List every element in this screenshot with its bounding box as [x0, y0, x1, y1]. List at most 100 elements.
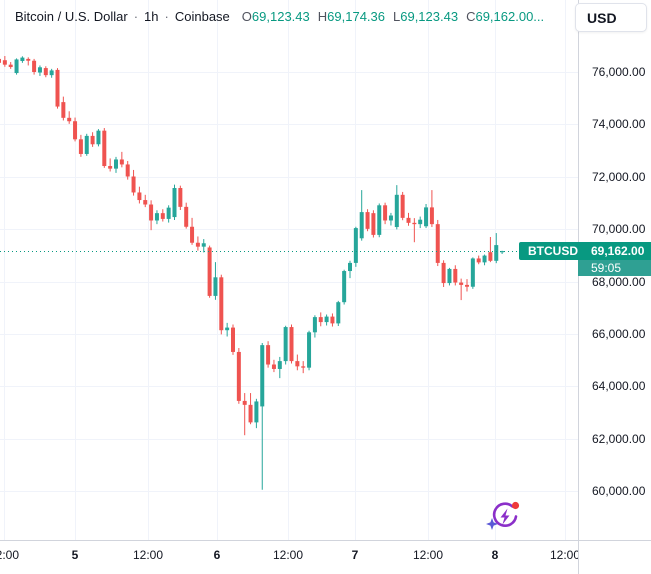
- candle: [266, 341, 271, 368]
- candle: [318, 312, 323, 327]
- candle: [289, 324, 294, 364]
- time-tick-label: 12:00: [549, 548, 578, 562]
- price-axis[interactable]: 76,000.00 74,000.00 72,000.00 70,000.00 68,0…: [578, 0, 651, 540]
- candle: [172, 184, 177, 220]
- sparkle-star-icon: [486, 518, 498, 530]
- price-tick-label: 64,000.00: [592, 379, 646, 394]
- time-tick-label: 5: [71, 548, 79, 562]
- candle: [359, 190, 364, 241]
- price-tick-label: 66,000.00: [592, 326, 646, 341]
- lightning-spark-icon[interactable]: [486, 497, 524, 535]
- candle: [470, 257, 475, 289]
- candle: [67, 111, 72, 124]
- candle: [295, 354, 300, 371]
- ohlc-value: 69,162.00...: [475, 9, 545, 24]
- currency-button[interactable]: USD: [575, 3, 647, 32]
- candle: [137, 186, 142, 204]
- candle: [271, 359, 276, 373]
- time-tick-label: 7: [351, 548, 359, 562]
- candle: [435, 219, 440, 267]
- candle: [8, 62, 13, 69]
- candle: [73, 117, 78, 142]
- candle: [49, 68, 54, 78]
- ohlc-value: 69,174.36: [327, 9, 385, 24]
- candle: [342, 269, 347, 305]
- candle: [213, 262, 218, 300]
- candle: [353, 226, 358, 267]
- candle: [131, 169, 136, 196]
- symbol-tag-label: BTCUSD: [528, 244, 578, 258]
- ohlc-label: C: [466, 9, 476, 24]
- candle: [26, 57, 31, 66]
- price-chart-pane[interactable]: [0, 0, 578, 540]
- ohlc-label: O: [241, 9, 252, 24]
- candle: [61, 96, 66, 121]
- symbol-title: Bitcoin / U.S. Dollar: [15, 9, 128, 24]
- time-tick-label: 6: [213, 548, 221, 562]
- time-tick-label: 12:00: [272, 548, 304, 562]
- symbol-price-tag: BTCUSD: [519, 242, 587, 260]
- candle: [119, 151, 124, 168]
- legend-separator: ·: [164, 9, 169, 24]
- ohlc-value: 69,123.43: [251, 9, 310, 24]
- candle: [371, 210, 376, 238]
- candle: [231, 324, 235, 355]
- candle: [219, 274, 224, 335]
- legend-separator: ·: [133, 9, 139, 24]
- time-axis-labels: 12:00 5 12:00 6 12:00 7 12:00 8 12:00: [0, 541, 578, 574]
- candle: [424, 203, 429, 229]
- spark-ring: [492, 502, 518, 527]
- candle: [383, 202, 388, 225]
- candle: [312, 315, 317, 338]
- candle: [301, 361, 306, 374]
- time-tick-label: 12:00: [0, 548, 20, 562]
- ohlc-item: L 69,123.43: [393, 8, 458, 26]
- candle: [114, 156, 118, 173]
- exchange-label: Coinbase: [174, 9, 230, 24]
- candle: [143, 194, 148, 208]
- currency-button-label: USD: [587, 9, 617, 26]
- candle: [14, 58, 19, 75]
- candle: [43, 66, 48, 78]
- candle: [447, 267, 452, 286]
- candle: [412, 218, 417, 243]
- ohlc-legend: O 69,123.43 H 69,174.36 L 69,123.43 C 69,162.00…: [242, 8, 544, 26]
- candle: [20, 56, 25, 63]
- candle: [418, 216, 423, 229]
- candle: [84, 133, 89, 156]
- candle: [465, 279, 469, 292]
- candle: [125, 161, 130, 180]
- candle: [108, 158, 113, 172]
- candle: [500, 250, 505, 255]
- interval-label: 1h: [144, 9, 159, 24]
- candle: [195, 236, 200, 251]
- candle: [149, 200, 154, 231]
- time-axis[interactable]: 12:00 5 12:00 6 12:00 7 12:00 8 12:00: [0, 540, 651, 574]
- price-tick-label: 74,000.00: [592, 117, 646, 132]
- candlestick-chart: [0, 0, 578, 540]
- lightning-bolt-icon: [500, 508, 510, 525]
- candle: [336, 300, 341, 327]
- candle: [102, 128, 107, 168]
- candle: [154, 210, 159, 225]
- candle: [494, 233, 499, 264]
- ohlc-item: H 69,174.36: [318, 8, 385, 26]
- ohlc-label: L: [393, 9, 401, 24]
- candle: [488, 236, 493, 263]
- candle: [32, 58, 37, 75]
- notification-dot: [511, 501, 520, 510]
- last-price-value: 69,162.00: [578, 242, 651, 260]
- candle: [242, 393, 247, 436]
- candle: [166, 205, 171, 223]
- candle: [459, 278, 464, 301]
- candle: [90, 132, 95, 147]
- last-price-badge: 69,162.00 59:05: [578, 242, 651, 276]
- candle: [96, 129, 101, 147]
- candle: [406, 212, 411, 226]
- time-tick-label: 12:00: [132, 548, 164, 562]
- price-tick-label: 76,000.00: [592, 65, 646, 79]
- price-tick-label: 62,000.00: [592, 431, 646, 446]
- candle: [330, 313, 335, 327]
